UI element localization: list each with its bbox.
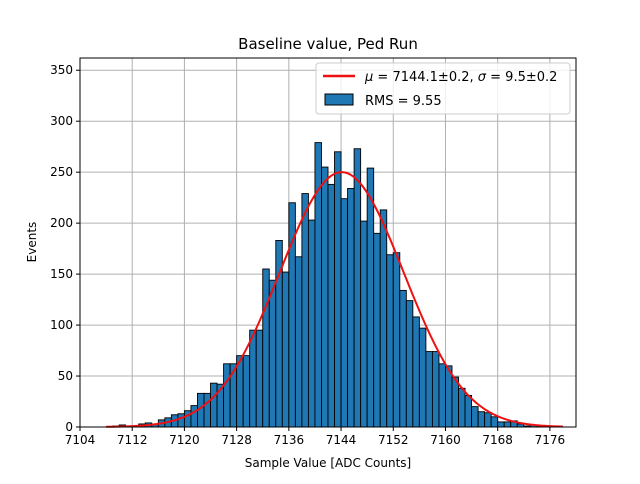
- y-axis-label: Events: [25, 222, 39, 263]
- y-tick-label: 350: [50, 63, 73, 77]
- x-tick-label: 7112: [117, 433, 148, 447]
- histogram-bar: [360, 220, 368, 428]
- histogram-bar: [301, 193, 309, 428]
- histogram-bar: [438, 363, 446, 428]
- legend-mu-symbol: μ: [364, 70, 373, 85]
- histogram-bar: [281, 271, 290, 428]
- histogram-bar: [327, 183, 335, 428]
- histogram-bar: [458, 387, 466, 428]
- chart-title: Baseline value, Ped Run: [238, 35, 418, 53]
- histogram-bar: [177, 413, 185, 428]
- histogram-bar: [268, 279, 277, 428]
- legend-mu-value: = 7144.1±0.2,: [373, 70, 477, 85]
- histogram-bar: [334, 151, 342, 428]
- histogram-bar: [484, 412, 492, 428]
- histogram-bar: [340, 198, 349, 428]
- x-tick-label: 7136: [274, 433, 305, 447]
- x-axis-ticks: 7104 7112 7120 7128 7136 7144 7152 7160 7168 7176: [65, 427, 565, 447]
- legend: μ = 7144.1±0.2, σ = 9.5±0.2 RMS = 9.55: [315, 62, 571, 115]
- histogram-bar: [471, 406, 479, 428]
- x-tick-label: 7168: [482, 433, 513, 447]
- y-tick-label: 250: [50, 165, 73, 179]
- legend-sigma-value: = 9.5±0.2: [486, 70, 557, 85]
- histogram-bar: [451, 376, 459, 428]
- histogram-bar: [490, 416, 499, 428]
- plot-frame: [79, 57, 577, 428]
- histogram-bar: [464, 394, 473, 428]
- histogram-bar: [366, 167, 375, 428]
- histogram-bar: [399, 289, 407, 428]
- y-tick-label: 0: [65, 420, 73, 434]
- histogram-bar: [431, 351, 440, 428]
- histogram-bar: [425, 351, 433, 428]
- x-tick-label: 7128: [221, 433, 252, 447]
- x-axis-label: Sample Value [ADC Counts]: [245, 456, 411, 470]
- histogram-bar: [418, 327, 427, 428]
- histogram-bar: [379, 209, 388, 428]
- x-tick-label: 7152: [378, 433, 409, 447]
- legend-sigma-symbol: σ: [478, 70, 487, 85]
- histogram-bar: [353, 148, 362, 428]
- histogram-bar: [190, 405, 198, 428]
- histogram-bar: [321, 166, 329, 428]
- histogram-bar: [294, 256, 303, 428]
- histogram-bar: [405, 300, 414, 428]
- legend-histogram-label: RMS = 9.55: [365, 94, 442, 109]
- histogram-bar: [203, 392, 211, 428]
- y-tick-label: 150: [50, 267, 73, 281]
- legend-fit-label: μ = 7144.1±0.2, σ = 9.5±0.2: [364, 70, 557, 85]
- histogram-bar: [210, 382, 218, 428]
- x-tick-label: 7160: [430, 433, 461, 447]
- histogram-bar: [347, 188, 355, 428]
- histogram-bar: [223, 363, 231, 428]
- histogram-bar: [477, 411, 486, 428]
- histogram-bar: [242, 355, 251, 428]
- x-tick-label: 7144: [326, 433, 357, 447]
- histogram-bar: [249, 329, 257, 428]
- histogram-bar: [255, 329, 264, 428]
- histogram-bar: [392, 252, 401, 428]
- histogram-bar: [386, 254, 394, 428]
- histogram-bar: [262, 268, 270, 428]
- x-tick-label: 7104: [65, 433, 96, 447]
- y-tick-label: 50: [58, 369, 73, 383]
- gaussian-fit-curve: [106, 171, 563, 428]
- histogram-bar: [307, 219, 316, 428]
- histogram-bar: [497, 421, 505, 428]
- y-tick-label: 100: [50, 318, 73, 332]
- histogram-bar: [412, 316, 420, 428]
- legend-histogram-swatch: [324, 93, 354, 106]
- y-tick-label: 200: [50, 216, 73, 230]
- x-tick-label: 7120: [169, 433, 200, 447]
- histogram-bar: [373, 232, 381, 428]
- y-axis-ticks: 0 50 100 150 200 250 300 350: [50, 63, 80, 434]
- legend-box: [315, 62, 571, 115]
- histogram-bar: [445, 365, 453, 428]
- x-tick-label: 7176: [535, 433, 566, 447]
- histogram-bar: [503, 421, 512, 428]
- y-tick-label: 300: [50, 114, 73, 128]
